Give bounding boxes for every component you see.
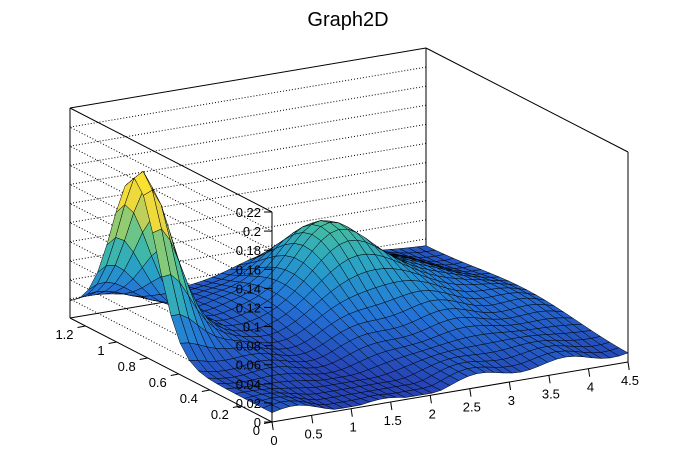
grid-line-z	[69, 85, 427, 147]
y-tick	[170, 373, 179, 376]
chart-title: Graph2D	[307, 9, 388, 31]
y-tick	[232, 405, 242, 408]
z-tick-label: 0.02	[236, 396, 261, 411]
x-tick	[587, 368, 591, 377]
grid-line-z	[69, 164, 273, 270]
z-tick-label: 0.12	[236, 300, 261, 315]
x-tick-label: 1	[349, 420, 356, 435]
y-tick-label: 0.2	[211, 407, 229, 422]
y-tick	[139, 357, 148, 360]
x-tick	[429, 395, 432, 404]
left-top-edge	[69, 107, 273, 213]
grid-line-z	[69, 279, 273, 385]
x-tick-label: 0	[270, 433, 277, 448]
y-tick-label: 0	[253, 423, 260, 438]
grid-line-z	[69, 104, 427, 166]
z-tick-label: 0.16	[236, 262, 261, 277]
x-tick-label: 4.5	[621, 373, 639, 388]
z-tick-label: 0.18	[236, 243, 261, 258]
grid-line-z	[69, 145, 273, 251]
x-axis-line	[271, 361, 629, 423]
x-tick-label: 1.5	[384, 413, 402, 428]
x-tick-label: 3.5	[542, 386, 560, 401]
grid-line-z	[69, 66, 427, 128]
x-tick	[548, 375, 551, 384]
x-tick	[627, 361, 630, 371]
z-tick-label: 0.14	[236, 281, 261, 296]
z-tick-label: 0.22	[236, 205, 261, 220]
x-tick	[271, 421, 274, 431]
z-tick-label: 0.04	[236, 377, 261, 392]
x-tick	[311, 415, 314, 424]
x-tick-label: 0.5	[305, 426, 323, 441]
x-tick-label: 3	[508, 393, 515, 408]
y-tick-label: 1	[97, 343, 104, 358]
back-top-edge	[69, 47, 427, 109]
grid-line-z	[69, 298, 273, 404]
right-top-edge	[425, 47, 629, 153]
z-tick-label: 0.2	[243, 224, 261, 239]
y-tick	[77, 325, 86, 328]
x-tick-label: 2.5	[463, 400, 481, 415]
z-tick-label: 0.06	[236, 358, 261, 373]
x-tick	[469, 388, 472, 397]
z-tick-label: 0.1	[243, 320, 261, 335]
grid-line-z	[69, 203, 273, 308]
ticks: 0 0.5 1 1.5 2 2.5 3 3.5 4 4.5 0 0.2 0.4 0.6 0.8 1 1.2 0 0.…	[55, 205, 639, 448]
surface-cell	[609, 347, 629, 357]
grid-line-z	[69, 222, 273, 327]
x-tick	[350, 408, 353, 417]
frame-front	[69, 107, 629, 423]
y-tick-label: 0.6	[149, 375, 167, 390]
y-tick	[201, 389, 210, 392]
grid-line-z	[69, 123, 427, 185]
y-tick-label: 0.8	[118, 359, 136, 374]
x-tick	[390, 401, 393, 411]
x-tick-label: 2	[429, 406, 436, 421]
z-tick-label: 0.08	[236, 339, 261, 354]
x-tick-label: 4	[587, 380, 594, 395]
grid-line-z	[69, 126, 273, 232]
x-tick	[508, 381, 512, 391]
grid-line-z	[69, 183, 273, 289]
y-tick-label: 0.4	[180, 391, 198, 406]
y-tick-label: 1.2	[55, 327, 73, 342]
y-axis-line	[69, 317, 273, 423]
y-tick	[108, 341, 117, 344]
z-tick-label: 0	[254, 415, 261, 430]
